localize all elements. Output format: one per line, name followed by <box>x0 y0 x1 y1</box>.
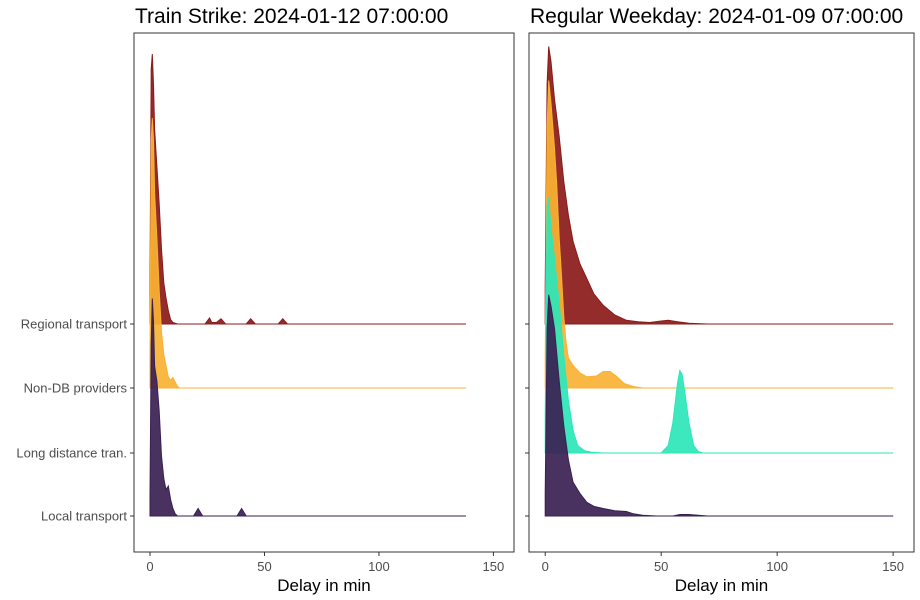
panel-border <box>133 32 515 553</box>
ridge-regional-transport <box>149 53 466 325</box>
ridge-local-transport <box>149 298 466 517</box>
ridge-non-db-providers <box>544 80 894 389</box>
panel-2: Regular Weekday: 2024-01-09 07:00:00 0 50 1… <box>525 5 915 595</box>
x-tick-label: 0 <box>146 559 153 574</box>
ridge-non-db-providers <box>149 117 466 389</box>
ridge-local-transport <box>544 294 894 517</box>
panel-border <box>528 32 915 553</box>
ridge-regional-transport <box>544 46 894 325</box>
x-tick-label: 50 <box>654 559 668 574</box>
x-tick-label: 100 <box>368 559 390 574</box>
x-tick-label: 50 <box>257 559 271 574</box>
y-tick-label: Non-DB providers <box>24 381 128 396</box>
x-axis-title: Delay in min <box>277 576 371 595</box>
panel-title: Train Strike: 2024-01-12 07:00:00 <box>135 5 448 28</box>
x-tick-label: 0 <box>542 559 549 574</box>
x-tick-label: 150 <box>483 559 505 574</box>
y-tick-label: Regional transport <box>21 317 128 332</box>
ridge-long-distance-tran <box>544 197 894 454</box>
x-tick-label: 100 <box>766 559 788 574</box>
x-tick-label: 150 <box>882 559 904 574</box>
y-tick-label: Long distance tran. <box>16 446 127 461</box>
y-tick-label: Local transport <box>41 509 127 524</box>
panel-1: Train Strike: 2024-01-12 07:00:00 0 50 100 1… <box>16 5 515 595</box>
x-axis-title: Delay in min <box>675 576 769 595</box>
panel-title: Regular Weekday: 2024-01-09 07:00:00 <box>530 5 903 28</box>
